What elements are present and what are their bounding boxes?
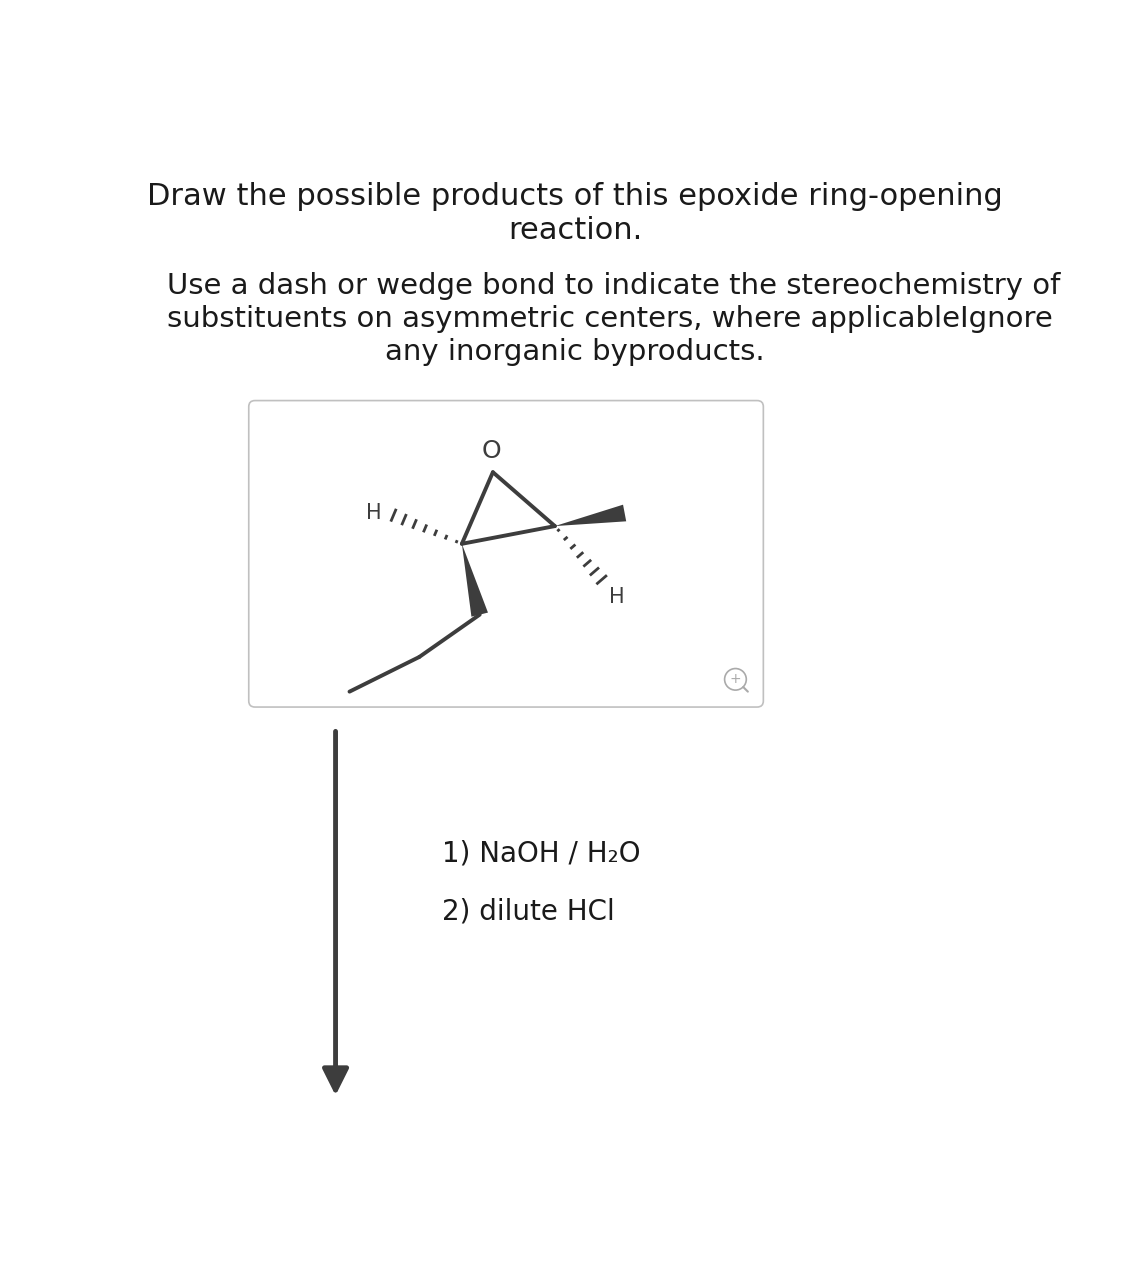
Polygon shape	[555, 505, 626, 527]
FancyBboxPatch shape	[249, 401, 763, 707]
Text: substituents on asymmetric centers, where applicableIgnore: substituents on asymmetric centers, wher…	[167, 305, 1054, 333]
Polygon shape	[462, 544, 488, 617]
Text: O: O	[481, 439, 502, 463]
Text: H: H	[367, 502, 383, 523]
Text: Draw the possible products of this epoxide ring-opening: Draw the possible products of this epoxi…	[147, 182, 1003, 211]
Text: Use a dash or wedge bond to indicate the stereochemistry of: Use a dash or wedge bond to indicate the…	[167, 272, 1060, 300]
Text: 1) NaOH / H₂O: 1) NaOH / H₂O	[442, 840, 641, 868]
Text: any inorganic byproducts.: any inorganic byproducts.	[385, 338, 765, 366]
Text: 2) dilute HCl: 2) dilute HCl	[442, 897, 615, 925]
Text: H: H	[609, 586, 625, 607]
Text: reaction.: reaction.	[508, 216, 642, 244]
Text: +: +	[729, 673, 742, 687]
